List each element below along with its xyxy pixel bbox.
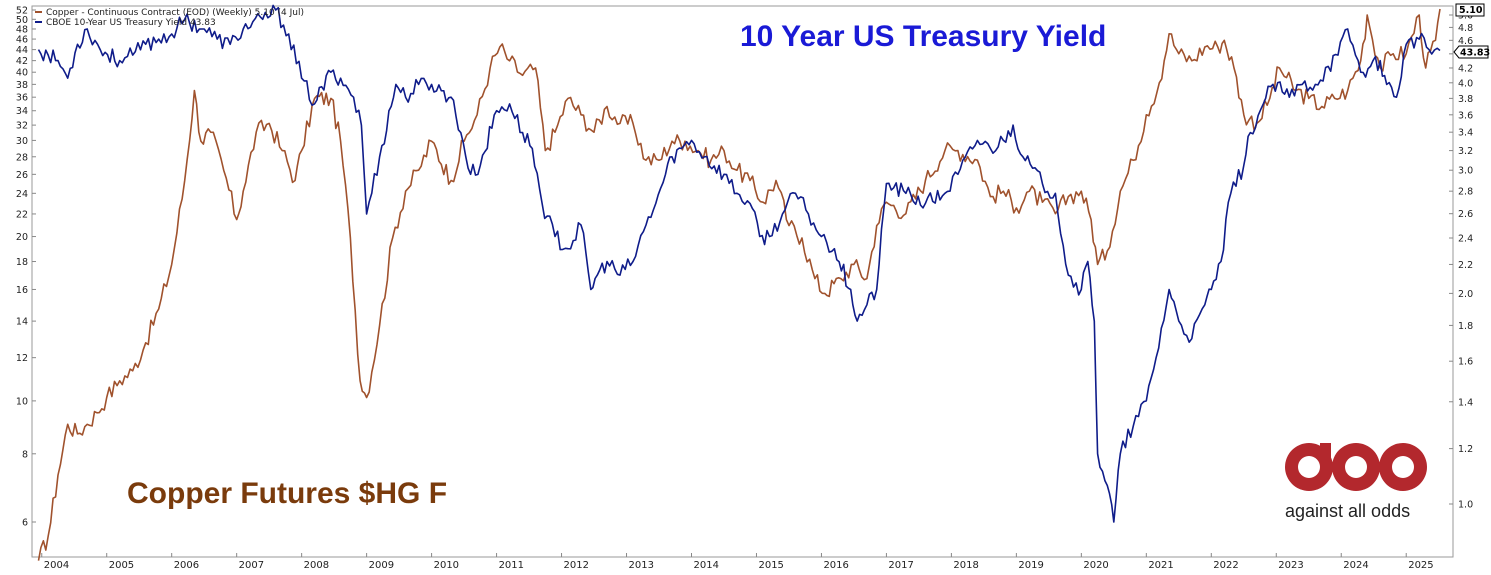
left-tick-label: 36: [16, 93, 28, 104]
logo-mark-icon: [1285, 443, 1427, 491]
x-tick-label: 2015: [758, 560, 783, 571]
copper-annotation: Copper Futures $HG F: [127, 477, 447, 510]
x-tick-label: 2017: [888, 560, 913, 571]
svg-text:43.83: 43.83: [1460, 48, 1490, 59]
left-tick-label: 52: [16, 6, 28, 17]
x-tick-label: 2010: [434, 560, 459, 571]
left-tick-label: 12: [16, 353, 28, 364]
right-tick-label: 1.2: [1458, 444, 1473, 455]
left-tick-label: 14: [16, 317, 28, 328]
right-tick-label: 2.2: [1458, 260, 1473, 271]
legend-yield: CBOE 10-Year US Treasury Yield 43.83: [46, 18, 216, 28]
x-tick-label: 2004: [44, 560, 69, 571]
right-tick-label: 2.8: [1458, 187, 1473, 198]
left-tick-label: 20: [16, 232, 28, 243]
x-tick-label: 2021: [1148, 560, 1173, 571]
x-tick-label: 2008: [304, 560, 329, 571]
x-tick-label: 2023: [1278, 560, 1303, 571]
x-tick-label: 2013: [629, 560, 654, 571]
left-tick-label: 34: [16, 106, 28, 117]
left-tick-label: 44: [16, 45, 28, 56]
right-tick-label: 3.4: [1458, 128, 1473, 139]
plot-frame: [31, 5, 1454, 558]
left-tick-label: 8: [22, 449, 28, 460]
x-tick-label: 2005: [109, 560, 134, 571]
legend-copper: Copper - Continuous Contract (EOD) (Week…: [46, 8, 304, 18]
right-tick-label: 4.8: [1458, 23, 1473, 34]
x-tick-label: 2019: [1018, 560, 1043, 571]
left-tick-label: 16: [16, 285, 28, 296]
x-tick-label: 2006: [174, 560, 199, 571]
right-tick-label: 2.6: [1458, 209, 1473, 220]
left-tick-label: 46: [16, 35, 28, 46]
right-tick-label: 4.6: [1458, 36, 1473, 47]
axis-layer: 6810121416182022242628303234363840424446…: [16, 6, 1473, 572]
logo: against all odds: [1285, 443, 1427, 521]
right-tick-label: 2.4: [1458, 234, 1473, 245]
x-tick-label: 2011: [499, 560, 524, 571]
left-tick-label: 22: [16, 209, 28, 220]
x-tick-label: 2012: [564, 560, 589, 571]
left-tick-label: 40: [16, 68, 28, 79]
left-tick-label: 26: [16, 170, 28, 181]
copper-last-value-tag: 5.10: [1455, 3, 1485, 17]
x-tick-label: 2020: [1083, 560, 1108, 571]
legend: Copper - Continuous Contract (EOD) (Week…: [35, 8, 304, 28]
left-tick-label: 38: [16, 80, 28, 91]
svg-text:5.10: 5.10: [1459, 5, 1483, 16]
left-tick-label: 24: [16, 189, 28, 200]
right-tick-label: 1.0: [1458, 500, 1473, 511]
x-tick-label: 2007: [239, 560, 264, 571]
x-tick-label: 2025: [1408, 560, 1433, 571]
x-tick-label: 2018: [953, 560, 978, 571]
yield-last-value-tag: 43.83: [1453, 45, 1490, 59]
x-tick-label: 2016: [823, 560, 848, 571]
logo-text: against all odds: [1285, 501, 1410, 521]
left-tick-label: 32: [16, 121, 28, 132]
left-tick-label: 42: [16, 56, 28, 67]
right-tick-label: 3.6: [1458, 110, 1473, 121]
left-tick-label: 48: [16, 24, 28, 35]
series-layer: [37, 4, 1441, 561]
x-tick-label: 2024: [1343, 560, 1368, 571]
yield-series-line: [37, 4, 1441, 523]
copper-series-line: [37, 8, 1441, 561]
left-tick-label: 10: [16, 396, 28, 407]
right-tick-label: 3.0: [1458, 166, 1473, 177]
x-tick-label: 2022: [1213, 560, 1238, 571]
left-tick-label: 18: [16, 257, 28, 268]
right-tick-label: 1.4: [1458, 397, 1473, 408]
left-tick-label: 30: [16, 136, 28, 147]
left-tick-label: 28: [16, 152, 28, 163]
x-tick-label: 2009: [369, 560, 394, 571]
right-tick-label: 2.0: [1458, 289, 1473, 300]
chart-title: 10 Year US Treasury Yield: [740, 20, 1106, 53]
right-tick-label: 3.8: [1458, 94, 1473, 105]
right-tick-label: 1.6: [1458, 357, 1473, 368]
left-tick-label: 6: [22, 518, 28, 529]
right-tick-label: 3.2: [1458, 146, 1473, 157]
left-tick-label: 50: [16, 15, 28, 26]
x-tick-label: 2014: [693, 560, 718, 571]
right-tick-label: 4.0: [1458, 78, 1473, 89]
right-tick-label: 4.2: [1458, 63, 1473, 74]
right-tick-label: 1.8: [1458, 321, 1473, 332]
